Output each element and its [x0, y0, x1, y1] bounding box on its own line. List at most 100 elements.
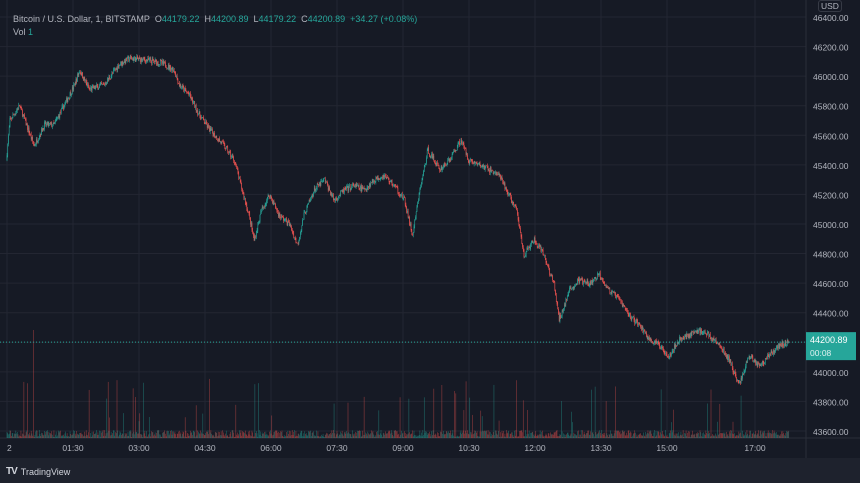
candle-body — [109, 76, 110, 79]
candle-body — [727, 354, 729, 361]
candle-body — [38, 137, 40, 140]
candle-body — [427, 147, 429, 151]
chart-area[interactable]: 44200.89 00:08 46400.00 46200.00 46000.00 458… — [0, 0, 860, 458]
volume-bar — [322, 435, 323, 438]
candle-body — [640, 324, 641, 328]
volume-bar — [96, 434, 98, 438]
candle-body — [771, 350, 773, 354]
candle-body — [698, 329, 700, 331]
candle-body — [720, 347, 722, 349]
volume-bar — [599, 432, 601, 438]
candle-body — [168, 64, 169, 68]
candle-body — [370, 182, 372, 187]
volume-bar — [508, 430, 509, 438]
candle-body — [261, 207, 263, 211]
candle-body — [646, 335, 648, 337]
volume-bar — [149, 433, 151, 438]
candle-body — [529, 246, 531, 250]
candle-body — [125, 57, 127, 64]
candle-body — [293, 233, 295, 238]
volume-bar — [152, 432, 154, 438]
candle-body — [635, 321, 636, 324]
volume-bar — [334, 433, 336, 438]
volume-bar — [514, 430, 515, 438]
volume-bar — [33, 330, 34, 438]
candle-body — [648, 337, 649, 340]
volume-bar — [261, 432, 263, 438]
volume-bar — [91, 431, 93, 438]
volume-bar — [194, 432, 196, 438]
volume-bar — [357, 431, 359, 438]
volume-bar — [224, 436, 226, 438]
candle-body — [569, 287, 571, 288]
candle-body — [488, 170, 490, 171]
volume-bar — [772, 430, 773, 438]
price-chart[interactable]: 44200.8900:0846400.0046200.0046000.00458… — [0, 0, 860, 458]
candle-body — [666, 354, 668, 357]
volume-bar — [291, 430, 293, 438]
volume-bar — [512, 435, 514, 438]
volume-bar — [481, 431, 482, 438]
volume-bar — [559, 433, 561, 438]
price-tick-label: 46000.00 — [813, 72, 849, 82]
volume-bar — [745, 432, 746, 438]
candle-body — [780, 344, 781, 345]
volume-bar — [85, 436, 86, 438]
candle-body — [577, 278, 579, 280]
candle-body — [113, 69, 115, 71]
candle-body — [177, 79, 179, 84]
volume-bar — [611, 433, 613, 438]
candle-body — [723, 348, 725, 354]
candle-body — [660, 347, 662, 349]
candle-body — [531, 240, 533, 243]
candle-body — [448, 158, 450, 162]
candle-body — [57, 117, 58, 119]
candle-body — [71, 93, 72, 96]
candle-body — [269, 194, 271, 198]
volume-bar — [588, 434, 590, 438]
candle-body — [618, 296, 619, 298]
volume-bar — [693, 434, 694, 438]
volume-bar — [595, 432, 597, 438]
volume-bar — [184, 436, 185, 438]
volume-bar — [96, 430, 97, 438]
volume-bar — [388, 431, 389, 438]
candle-body — [269, 196, 270, 198]
candle-body — [107, 78, 109, 80]
candle-body — [385, 175, 386, 176]
volume-bar — [312, 432, 314, 438]
candle-body — [750, 357, 751, 359]
candle-body — [525, 255, 526, 257]
volume-bar — [456, 436, 457, 438]
volume-bar — [126, 433, 127, 438]
candle-body — [623, 304, 625, 306]
volume-bar — [330, 434, 332, 438]
volume-bar — [159, 434, 160, 438]
volume-bar — [718, 433, 720, 438]
candle-body — [647, 335, 649, 340]
volume-bar — [374, 436, 375, 438]
candle-body — [645, 332, 647, 334]
volume-bar — [748, 436, 749, 438]
candle-body — [68, 97, 69, 99]
candle-body — [42, 128, 44, 132]
candle-body — [153, 59, 154, 61]
tradingview-logo[interactable]: TV TradingView — [6, 466, 71, 477]
volume-bar — [314, 436, 316, 438]
candle-body — [157, 61, 159, 65]
volume-bar — [27, 383, 28, 438]
candle-body — [365, 189, 366, 191]
volume-bar — [671, 422, 672, 438]
candle-body — [358, 184, 360, 189]
volume-bar — [83, 435, 85, 438]
candle-body — [280, 216, 281, 218]
candle-body — [620, 299, 622, 302]
candle-body — [234, 160, 235, 163]
currency-button[interactable]: USD — [818, 0, 842, 12]
candle-body — [63, 105, 65, 110]
volume-bar — [760, 430, 762, 438]
volume-bar — [248, 434, 250, 438]
volume-bar — [434, 433, 436, 438]
candle-body — [200, 116, 201, 120]
candle-body — [55, 119, 57, 121]
